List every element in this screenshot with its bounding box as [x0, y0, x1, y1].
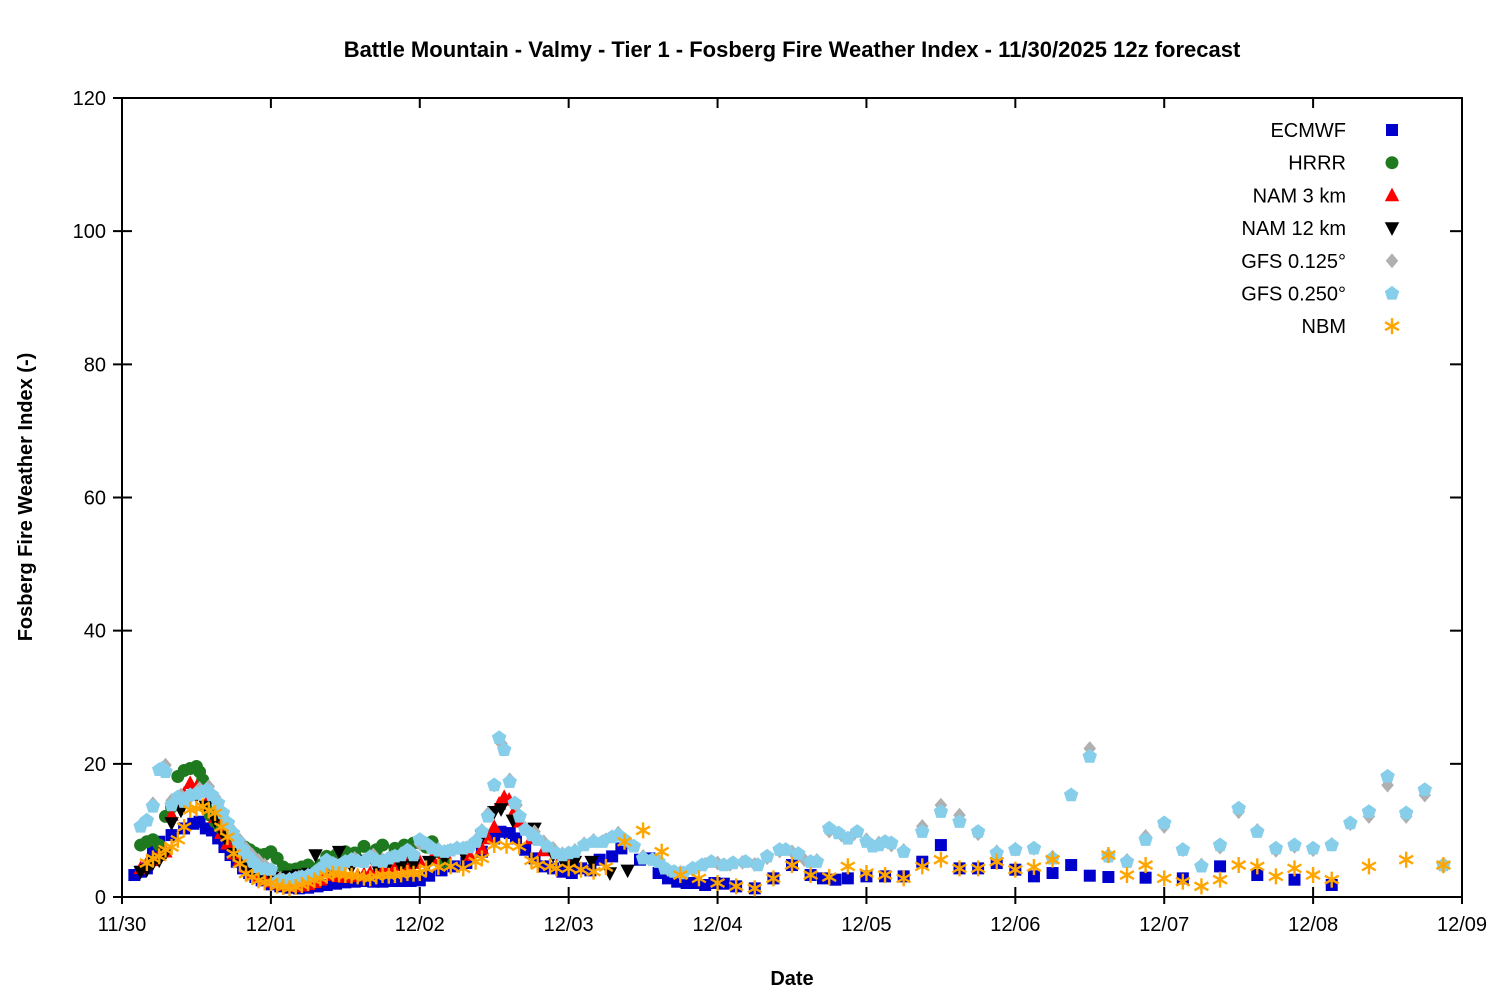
x-tick-label: 12/09 — [1437, 914, 1487, 936]
y-tick-label: 80 — [84, 354, 106, 376]
legend: ECMWF HRRR NAM 3 km NAM 12 km GFS 0.125° GFS … — [1241, 120, 1400, 338]
legend-entry-nbm: NBM — [1302, 316, 1400, 338]
legend-label: GFS 0.125° — [1241, 251, 1346, 273]
x-tick-label: 12/04 — [693, 914, 743, 936]
plot-area: 11/30 12/01 12/02 12/03 12/04 12/05 12/06 12/07… — [73, 88, 1487, 936]
y-tick-label: 20 — [84, 754, 106, 776]
x-tick-label: 12/02 — [395, 914, 445, 936]
series-nbm — [139, 798, 1451, 897]
y-tick-label: 60 — [84, 488, 106, 510]
ecmwf-marker-icon — [1386, 124, 1398, 136]
chart-title: Battle Mountain - Valmy - Tier 1 - Fosbe… — [344, 37, 1241, 62]
y-tick-label: 100 — [73, 221, 106, 243]
axis-ticks: 11/30 12/01 12/02 12/03 12/04 12/05 12/06 12/07… — [73, 88, 1487, 936]
legend-entry-hrrr: HRRR — [1288, 153, 1399, 175]
x-tick-label: 12/03 — [544, 914, 594, 936]
x-tick-label: 12/08 — [1288, 914, 1338, 936]
legend-label: HRRR — [1288, 153, 1346, 175]
gfs-0-250-marker-icon — [1384, 285, 1400, 300]
gfs-0-125-marker-icon — [1385, 253, 1399, 269]
x-tick-label: 12/05 — [841, 914, 891, 936]
legend-entry-nam-12-km: NAM 12 km — [1242, 218, 1400, 240]
legend-entry-gfs-0-125: GFS 0.125° — [1241, 251, 1399, 273]
y-axis-label: Fosberg Fire Weather Index (-) — [15, 353, 37, 642]
hrrr-marker-icon — [1385, 156, 1399, 170]
legend-label: NBM — [1302, 316, 1346, 338]
nbm-marker-icon — [1384, 318, 1400, 335]
y-tick-label: 0 — [95, 887, 106, 909]
legend-entry-nam-3-km: NAM 3 km — [1253, 185, 1400, 207]
legend-label: NAM 12 km — [1242, 218, 1346, 240]
series-gfs-0-250 — [133, 730, 1451, 888]
legend-entry-ecmwf: ECMWF — [1270, 120, 1398, 142]
legend-label: NAM 3 km — [1253, 185, 1346, 207]
nam-12-km-marker-icon — [1384, 222, 1400, 236]
x-tick-label: 12/07 — [1139, 914, 1189, 936]
y-tick-label: 40 — [84, 621, 106, 643]
legend-entry-gfs-0-250: GFS 0.250° — [1241, 284, 1400, 306]
x-tick-label: 12/01 — [246, 914, 296, 936]
legend-label: GFS 0.250° — [1241, 284, 1346, 306]
x-tick-label: 12/06 — [990, 914, 1040, 936]
nam-3-km-marker-icon — [1384, 187, 1400, 202]
x-tick-label: 11/30 — [98, 914, 147, 936]
legend-label: ECMWF — [1270, 120, 1346, 142]
x-axis-label: Date — [770, 968, 813, 990]
y-tick-label: 120 — [73, 88, 106, 110]
